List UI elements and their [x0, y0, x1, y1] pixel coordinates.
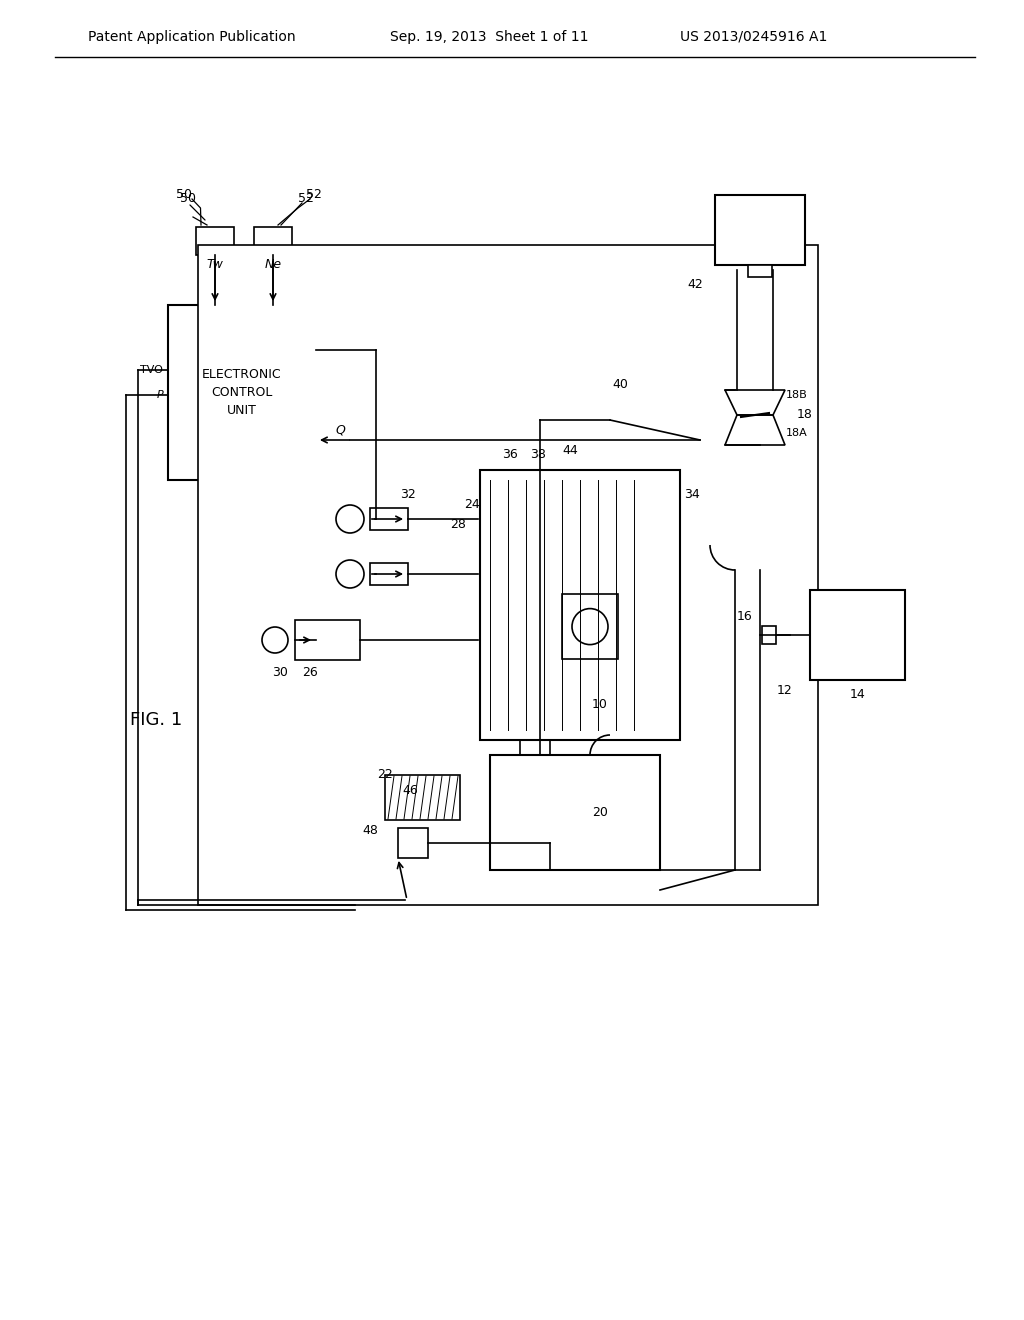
Text: Ne: Ne	[264, 259, 282, 272]
Text: 50: 50	[176, 189, 193, 202]
Text: TVO: TVO	[140, 366, 163, 375]
Text: 52: 52	[306, 189, 322, 202]
Bar	[480, 470, 680, 741]
Text: 20: 20	[593, 807, 608, 818]
Text: 52: 52	[298, 193, 314, 206]
Text: US 2013/0245916 A1: US 2013/0245916 A1	[680, 30, 827, 44]
Text: ELECTRONIC: ELECTRONIC	[202, 368, 282, 381]
Text: 16: 16	[737, 610, 753, 623]
Text: Sep. 19, 2013  Sheet 1 of 11: Sep. 19, 2013 Sheet 1 of 11	[390, 30, 589, 44]
Bar	[398, 828, 428, 858]
Bar	[370, 564, 408, 585]
Text: 12: 12	[777, 684, 793, 697]
Text: 34: 34	[684, 488, 699, 502]
Text: 22: 22	[377, 768, 393, 781]
Text: 10: 10	[592, 698, 608, 711]
Bar	[295, 620, 360, 660]
Text: 50: 50	[180, 193, 196, 206]
Bar	[198, 246, 818, 906]
Text: 44: 44	[562, 444, 578, 457]
Bar	[715, 195, 805, 265]
Text: 14: 14	[850, 688, 865, 701]
Text: 18: 18	[797, 408, 813, 421]
Bar	[385, 775, 460, 820]
Text: 48: 48	[362, 824, 378, 837]
Bar	[196, 227, 234, 255]
Text: 46: 46	[402, 784, 418, 796]
Text: 26: 26	[302, 665, 317, 678]
Text: UNIT: UNIT	[227, 404, 257, 417]
Text: 30: 30	[272, 665, 288, 678]
Text: FIG. 1: FIG. 1	[130, 711, 182, 729]
Text: Q: Q	[335, 424, 345, 437]
Text: 42: 42	[687, 279, 702, 292]
Bar	[254, 227, 292, 255]
Bar	[168, 305, 316, 480]
Text: 28: 28	[451, 519, 466, 532]
Bar	[562, 594, 618, 659]
Text: CONTROL: CONTROL	[211, 385, 272, 399]
Bar	[748, 265, 772, 277]
Text: 36: 36	[502, 447, 518, 461]
Bar	[370, 508, 408, 531]
Text: 24: 24	[464, 499, 480, 511]
Text: 18B: 18B	[786, 389, 808, 400]
Text: 38: 38	[530, 447, 546, 461]
Bar	[490, 755, 660, 870]
Text: 32: 32	[400, 488, 416, 502]
Text: Patent Application Publication: Patent Application Publication	[88, 30, 296, 44]
Text: 18A: 18A	[786, 428, 808, 438]
Text: Tw: Tw	[207, 259, 223, 272]
Text: 40: 40	[612, 379, 628, 392]
Bar	[762, 626, 776, 644]
Bar	[810, 590, 905, 680]
Text: P: P	[157, 389, 163, 400]
